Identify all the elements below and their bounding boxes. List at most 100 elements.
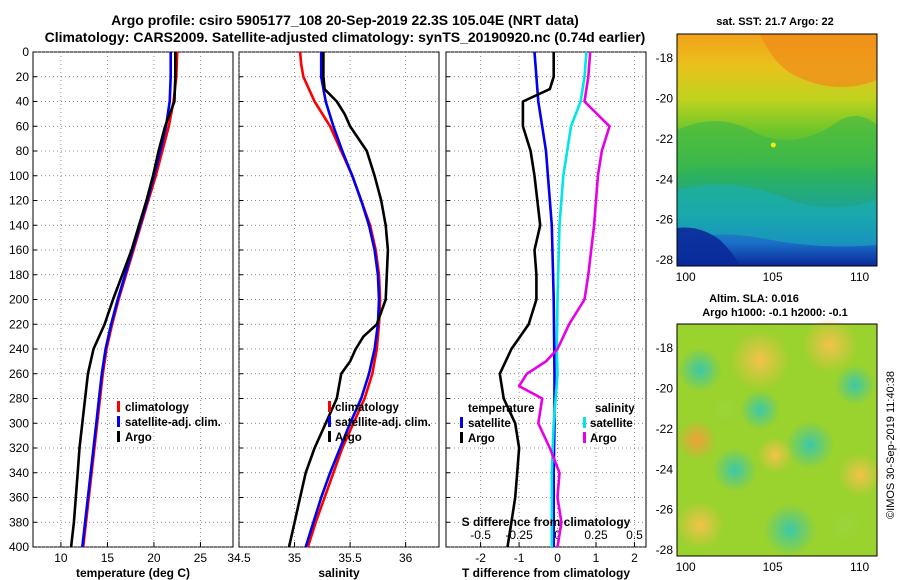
sla-blob: [838, 453, 882, 497]
map-y-tick-label: -24: [656, 462, 674, 476]
x2-tick-label: -0.5: [470, 528, 491, 542]
legend-swatch-climatology: [117, 401, 120, 412]
x-tick-label: 35: [288, 551, 302, 565]
legend-title-salinity: salinity: [595, 403, 635, 415]
depth-tick-label: 160: [9, 243, 29, 257]
sla-blob: [802, 317, 858, 373]
difference-salinity-legend: salinity satellite Argo: [583, 403, 635, 445]
depth-tick-label: 140: [9, 218, 29, 232]
sla-map-subtitle: Argo h1000: -0.1 h2000: -0.1: [702, 307, 848, 319]
depth-tick-label: 80: [16, 144, 30, 158]
legend-sal-argo: Argo: [590, 433, 617, 445]
depth-tick-label: 240: [9, 342, 29, 356]
map-y-tick-label: -28: [656, 543, 674, 557]
sla-blob: [825, 505, 865, 545]
sla-blob: [835, 365, 875, 405]
x-tick-label: -1: [514, 551, 525, 565]
map-y-tick-label: -24: [656, 172, 674, 186]
legend-climatology: climatology: [125, 402, 190, 414]
sst-map-cold-corner: [677, 227, 740, 266]
grid-layer: [33, 51, 646, 548]
depth-tick-label: 280: [9, 392, 29, 406]
depth-tick-label: 200: [9, 293, 29, 307]
map-y-tick-label: -28: [656, 253, 674, 267]
map-y-tick-label: -26: [656, 503, 674, 517]
legend-swatch-argo-salinity: [583, 432, 586, 443]
sla-blob: [764, 504, 816, 556]
difference-xlabel2: S difference from climatology: [462, 515, 631, 529]
sst-map: [676, 33, 878, 267]
depth-tick-label: 60: [16, 119, 30, 133]
difference-temperature-legend: temperature satellite Argo: [460, 403, 534, 445]
sla-blob: [740, 390, 780, 430]
map-y-tick-label: -18: [656, 341, 674, 355]
legend-sal-satellite: satellite: [590, 418, 633, 430]
sst-map-frame: [676, 33, 878, 267]
legend-swatch-satellite: [460, 417, 463, 428]
sla-blob: [786, 421, 834, 469]
salinity-legend: climatology satellite-adj. clim. Argo: [328, 401, 431, 444]
x-tick-label: -2: [475, 551, 486, 565]
sst-map-cool-patch: [677, 184, 877, 247]
x-tick-label: 2: [631, 551, 638, 565]
map-x-tick-label: 105: [763, 560, 783, 574]
series-line-argo: [69, 52, 177, 548]
header-line1: Argo profile: csiro 5905177_108 20-Sep-2…: [111, 12, 579, 28]
depth-tick-label: 380: [9, 515, 29, 529]
map-y-tick-label: -20: [656, 92, 674, 106]
depth-tick-label: 20: [16, 70, 30, 84]
map-y-tick-label: -18: [656, 51, 674, 65]
legend-climatology: climatology: [335, 402, 400, 414]
map-y-tick-label: -22: [656, 422, 674, 436]
legend-swatch-sat-salinity: [583, 417, 586, 428]
legend-swatch-argo: [328, 431, 331, 442]
map-y-tick-label: -26: [656, 213, 674, 227]
difference-xlabel: T difference from climatology: [462, 566, 630, 580]
x2-tick-label: 0: [554, 528, 561, 542]
sla-map: [676, 317, 882, 557]
legend-satellite-adj: satellite-adj. clim.: [125, 417, 221, 429]
depth-tick-label: 320: [9, 441, 29, 455]
legend-satellite-adj: satellite-adj. clim.: [335, 417, 431, 429]
x-tick-label: 25: [194, 551, 208, 565]
map-x-tick-label: 100: [676, 270, 696, 284]
temperature-legend: climatology satellite-adj. clim. Argo: [117, 401, 221, 444]
x-tick-label: 34.5: [227, 551, 251, 565]
x2-tick-label: 0.5: [626, 528, 643, 542]
legend-temp-argo: Argo: [468, 433, 495, 445]
header-line2: Climatology: CARS2009. Satellite-adjuste…: [45, 29, 646, 45]
sla-map-title: Altim. SLA: 0.016: [709, 293, 799, 305]
depth-tick-label: 220: [9, 317, 29, 331]
temperature-xlabel: temperature (deg C): [76, 566, 190, 580]
depth-tick-label: 0: [22, 45, 29, 59]
x-tick-label: 1: [593, 551, 600, 565]
depth-tick-label: 260: [9, 367, 29, 381]
series-line-climatology: [298, 51, 382, 548]
legend-swatch-satellite: [117, 416, 120, 427]
salinity-xlabel: salinity: [318, 566, 360, 580]
depth-tick-label: 400: [9, 540, 29, 554]
legend-swatch-climatology: [328, 401, 331, 412]
series-line-temperature-argo: [498, 52, 556, 548]
legend-temp-satellite: satellite: [468, 418, 511, 430]
depth-tick-label: 340: [9, 466, 29, 480]
sla-blob: [711, 396, 739, 424]
series-line-salinity-argo: [517, 51, 611, 548]
legend-swatch-argo: [460, 432, 463, 443]
x-tick-label: 10: [54, 551, 68, 565]
depth-tick-label: 40: [16, 95, 30, 109]
series-layer: [69, 51, 611, 548]
map-x-tick-label: 105: [763, 270, 783, 284]
argo-location-marker: [770, 142, 776, 148]
map-x-tick-label: 110: [850, 270, 869, 284]
sst-map-warm-patch: [760, 34, 877, 88]
x2-tick-label: 0.25: [584, 528, 608, 542]
map-x-tick-label: 100: [676, 560, 696, 574]
x-tick-label: 20: [147, 551, 161, 565]
sla-blob: [757, 437, 793, 473]
depth-tick-label: 180: [9, 268, 29, 282]
x2-tick-label: -0.25: [505, 528, 533, 542]
legend-argo: Argo: [335, 432, 362, 444]
x-tick-label: 35.5: [338, 551, 362, 565]
x-tick-label: 15: [101, 551, 115, 565]
